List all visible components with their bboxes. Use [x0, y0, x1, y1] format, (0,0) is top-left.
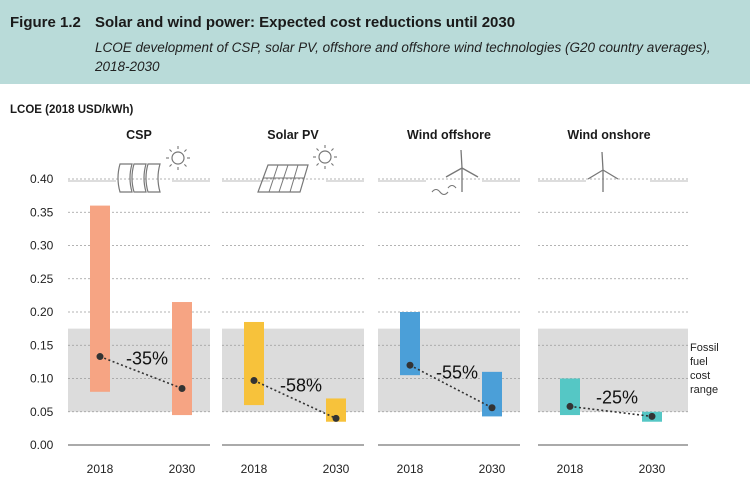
x-tick-label: 2030 — [323, 462, 350, 476]
cost-range-bar — [90, 205, 110, 392]
cost-range-bar — [326, 398, 346, 422]
trend-line — [99, 355, 183, 390]
panel-title: CSP — [126, 128, 152, 142]
percent-change-label: -35% — [126, 349, 168, 369]
solar-panel-sun-icon — [257, 145, 337, 193]
sun-ray — [316, 162, 320, 166]
x-tick-label: 2030 — [169, 462, 196, 476]
cost-range-bar — [400, 312, 420, 376]
trend-line — [409, 364, 493, 409]
cost-range-bar — [560, 378, 580, 416]
y-tick-label: 0.15 — [30, 338, 54, 352]
x-tick-label: 2018 — [241, 462, 268, 476]
panel-frame — [257, 164, 309, 193]
figure-title: Solar and wind power: Expected cost redu… — [95, 14, 516, 31]
turbine-blades — [587, 151, 619, 180]
figure-subtitle: LCOE development of CSP, solar PV, offsh… — [95, 40, 711, 74]
sun-ray — [316, 148, 320, 152]
cost-range-bar — [244, 321, 264, 406]
y-tick-label: 0.05 — [30, 405, 54, 419]
fossil-range-label: Fossil — [690, 342, 719, 354]
csp-mirror-sun-icon — [117, 146, 190, 193]
sun-ray — [330, 148, 334, 152]
average-point — [250, 376, 258, 384]
sun-ray — [183, 163, 187, 167]
x-tick-label: 2018 — [397, 462, 424, 476]
figure-label: Figure 1.2 — [10, 14, 81, 31]
average-point — [488, 404, 496, 412]
fossil-range-label: cost — [690, 370, 710, 382]
average-point — [332, 414, 340, 422]
offshore-turbine-icon — [431, 149, 479, 196]
sun-ray — [330, 162, 334, 166]
average-point — [96, 353, 104, 361]
y-tick-label: 0.10 — [30, 372, 54, 386]
figure-header: Figure 1.2 Solar and wind power: Expecte… — [0, 0, 750, 84]
percent-change-label: -58% — [280, 375, 322, 395]
sun-shape — [171, 151, 185, 165]
average-point — [648, 412, 656, 420]
x-tick-label: 2018 — [557, 462, 584, 476]
sun-shape — [318, 150, 332, 164]
fossil-range-label: range — [690, 384, 718, 396]
wave-shape — [431, 184, 457, 196]
x-tick-label: 2030 — [479, 462, 506, 476]
mirror-shape — [117, 163, 133, 193]
onshore-turbine-icon — [587, 151, 619, 192]
mirror-shape — [145, 163, 161, 193]
percent-change-label: -25% — [596, 387, 638, 407]
cost-range-bar — [172, 302, 192, 416]
y-tick-label: 0.00 — [30, 438, 54, 452]
y-tick-label: 0.20 — [30, 305, 54, 319]
mirror-shape — [131, 163, 147, 193]
panel-title: Wind offshore — [407, 128, 491, 142]
sun-ray — [183, 149, 187, 153]
x-tick-label: 2018 — [87, 462, 114, 476]
y-tick-label: 0.30 — [30, 239, 54, 253]
trend-line — [253, 379, 337, 420]
trend-line — [569, 405, 653, 418]
sun-ray — [169, 163, 173, 167]
y-tick-label: 0.40 — [30, 172, 54, 186]
panel-title: Wind onshore — [567, 128, 650, 142]
y-axis-label: LCOE (2018 USD/kWh) — [10, 104, 133, 116]
panel-title: Solar PV — [267, 128, 319, 142]
average-point — [566, 402, 574, 410]
y-tick-label: 0.35 — [30, 205, 54, 219]
fossil-range-label: fuel — [690, 356, 708, 368]
turbine-blades — [445, 149, 479, 178]
x-tick-label: 2030 — [639, 462, 666, 476]
average-point — [178, 384, 186, 392]
chart-background — [0, 84, 750, 500]
percent-change-label: -55% — [436, 362, 478, 382]
sun-ray — [169, 149, 173, 153]
average-point — [406, 361, 414, 369]
y-tick-label: 0.25 — [30, 272, 54, 286]
